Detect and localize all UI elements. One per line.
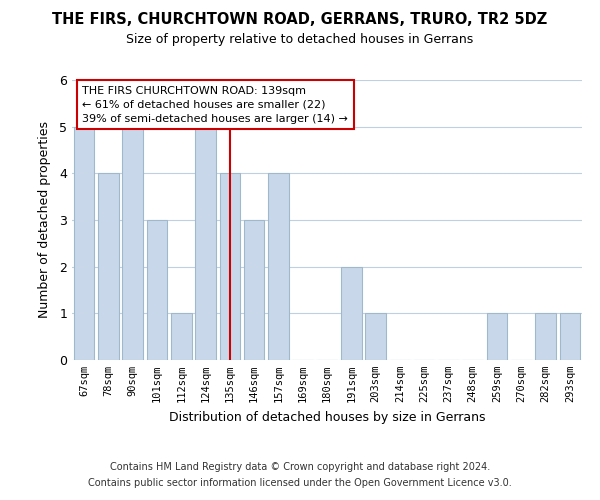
Bar	[122, 126, 143, 360]
Bar	[244, 220, 265, 360]
Bar	[74, 126, 94, 360]
Bar	[535, 314, 556, 360]
Bar	[195, 126, 216, 360]
X-axis label: Distribution of detached houses by size in Gerrans: Distribution of detached houses by size …	[169, 410, 485, 424]
Text: Contains public sector information licensed under the Open Government Licence v3: Contains public sector information licen…	[88, 478, 512, 488]
Text: Size of property relative to detached houses in Gerrans: Size of property relative to detached ho…	[127, 32, 473, 46]
Bar	[487, 314, 508, 360]
Bar	[365, 314, 386, 360]
Text: THE FIRS, CHURCHTOWN ROAD, GERRANS, TRURO, TR2 5DZ: THE FIRS, CHURCHTOWN ROAD, GERRANS, TRUR…	[52, 12, 548, 28]
Text: THE FIRS CHURCHTOWN ROAD: 139sqm
← 61% of detached houses are smaller (22)
39% o: THE FIRS CHURCHTOWN ROAD: 139sqm ← 61% o…	[82, 86, 348, 124]
Bar	[146, 220, 167, 360]
Text: Contains HM Land Registry data © Crown copyright and database right 2024.: Contains HM Land Registry data © Crown c…	[110, 462, 490, 472]
Y-axis label: Number of detached properties: Number of detached properties	[38, 122, 51, 318]
Bar	[341, 266, 362, 360]
Bar	[98, 174, 119, 360]
Bar	[220, 174, 240, 360]
Bar	[560, 314, 580, 360]
Bar	[268, 174, 289, 360]
Bar	[171, 314, 191, 360]
